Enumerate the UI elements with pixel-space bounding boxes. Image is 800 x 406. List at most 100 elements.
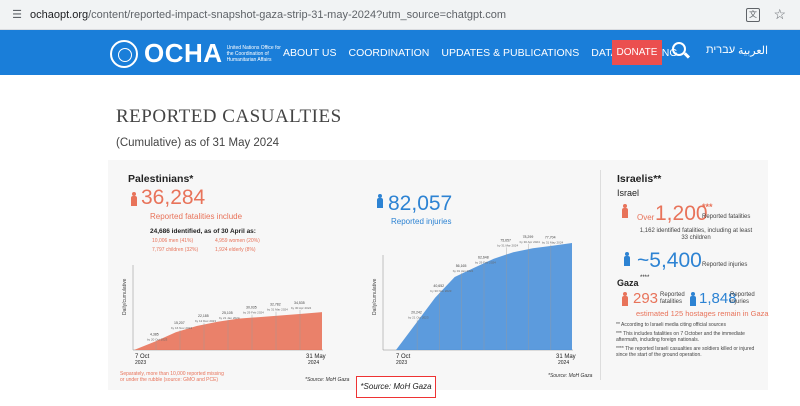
palestinian-fatalities-count: 36,284 — [141, 186, 206, 209]
annotation-value: 78,299 — [523, 235, 534, 239]
annotation-date: by 31 Mar 2024 — [267, 308, 288, 312]
annotation-value: 40,652 — [433, 284, 444, 288]
gaza-injured-icon — [689, 292, 697, 306]
injuries-x-start: 7 Oct — [396, 354, 411, 360]
annotation-date: by 01 Jan 2024 — [453, 269, 474, 273]
note-1: ** According to Israeli media citing off… — [616, 322, 726, 328]
injuries-source: *Source: MoH Gaza — [548, 373, 593, 379]
israelis-title: Israelis** — [617, 173, 662, 185]
over-label: Over — [637, 213, 655, 222]
url-text[interactable]: ochaopt.org/content/reported-impact-snap… — [30, 9, 506, 21]
fatalities-label: Reported fatalities include — [150, 212, 243, 221]
annotation-value: 62,648 — [478, 255, 489, 259]
annotation-value: 34,535 — [294, 301, 305, 305]
women-stat: 4,959 women (20%) — [215, 238, 260, 244]
ocha-logo[interactable]: OCHA United Nations Office for the Coord… — [110, 38, 287, 69]
infographic-panel — [108, 160, 768, 390]
fatality-person-icon — [130, 192, 138, 206]
israel-injuries-count: ~5,400 — [637, 249, 702, 272]
israel-fatality-icon — [621, 204, 629, 218]
injuries-label: Reported injuries — [391, 217, 452, 226]
injuries-x-start-year: 2023 — [396, 360, 407, 366]
annotation-value: 22,185 — [198, 314, 209, 318]
annotation-value: 30,035 — [246, 306, 257, 310]
children-stat: 7,797 children (32%) — [152, 247, 199, 253]
donate-button[interactable]: DONATE — [612, 40, 662, 65]
site-info-icon[interactable]: ☰ — [12, 8, 22, 21]
israel-injured-icon — [623, 252, 631, 266]
lang-hebrew[interactable]: עברית — [706, 44, 736, 56]
note-2: *** This includes fatalities on 7 Octobe… — [616, 331, 745, 343]
israel-fatalities-mark: *** — [702, 202, 713, 212]
annotation-value: 75,657 — [500, 238, 511, 242]
annotation-date: by 21 Oct 2023 — [408, 316, 429, 320]
annotation-date: by 31 Mar 2024 — [497, 243, 518, 247]
israel-fatalities-label: Reported fatalities — [702, 214, 751, 220]
gaza-injuries-label: Reported injuries — [730, 292, 755, 305]
annotation-value: 15,207 — [174, 321, 185, 325]
fatalities-x-end-year: 2024 — [308, 360, 319, 366]
annotation-value: 56,165 — [456, 264, 467, 268]
highlighted-source: *Source: MoH Gaza — [356, 376, 436, 398]
fatalities-x-end: 31 May — [306, 354, 326, 360]
logo-text: OCHA — [144, 38, 223, 68]
injuries-ylabel: Daily/cumulative — [372, 278, 378, 315]
annotation-value: 77,704 — [545, 236, 556, 240]
gaza-subtitle: Gaza — [617, 278, 639, 288]
annotation-value: 32,782 — [270, 303, 281, 307]
nav-data[interactable]: DATA — [591, 46, 618, 59]
lang-arabic[interactable]: العربية — [738, 45, 769, 57]
page-subtitle: (Cumulative) as of 31 May 2024 — [116, 137, 279, 149]
men-stat: 10,006 men (41%) — [152, 238, 194, 244]
nav-updates-publications[interactable]: UPDATES & PUBLICATIONS — [441, 46, 580, 59]
annotation-date: by 20 Oct 2023 — [147, 337, 168, 341]
missing-footnote: Separately, more than 10,000 reported mi… — [120, 371, 224, 383]
israel-injuries-label: Reported injuries — [702, 262, 748, 268]
un-emblem-icon — [110, 39, 138, 68]
gaza-fatalities-label: Reported fatalities — [660, 292, 685, 305]
annotation-date: by 30 Apr 2024 — [520, 240, 541, 244]
translate-icon[interactable]: 文 — [746, 8, 760, 22]
url-domain: ochaopt.org — [30, 8, 89, 21]
palestinians-title: Palestinians* — [128, 173, 194, 185]
annotation-date: by 29 Feb 2024 — [475, 260, 496, 264]
annotation-date: by 29 Feb 2024 — [243, 311, 264, 315]
fatalities-ylabel: Daily/cumulative — [122, 278, 128, 315]
annotation-date: by 21 Jan 2024 — [219, 316, 240, 320]
browser-address-bar[interactable]: ☰ ochaopt.org/content/reported-impact-sn… — [0, 0, 800, 30]
hostages-label: estimated 125 hostages remain in Gaza — [636, 309, 769, 318]
url-path: /content/reported-impact-snapshot-gaza-s… — [88, 8, 507, 21]
gaza-fatality-icon — [621, 292, 629, 306]
gaza-injuries-count: 1,848 — [699, 290, 737, 307]
annotation-date: by 16 Nov 2023 — [171, 326, 192, 330]
bookmark-star-icon[interactable]: ☆ — [773, 6, 786, 22]
page-title: REPORTED CASUALTIES — [116, 106, 342, 127]
israel-subtitle: Israel — [617, 188, 640, 198]
gaza-mark: **** — [640, 275, 650, 281]
nav-about-us[interactable]: ABOUT US — [283, 46, 337, 59]
identified-label: 24,686 identified, as of 30 April as: — [150, 228, 256, 235]
annotation-date: by 31 May 2024 — [542, 241, 564, 245]
annotation-value: 4,385 — [150, 332, 159, 336]
annotation-value: 20,242 — [411, 311, 422, 315]
fatalities-x-start: 7 Oct — [135, 354, 150, 360]
gaza-fatalities-count: 293 — [633, 290, 659, 307]
annotation-date: by 12 Dec 2023 — [195, 319, 216, 323]
search-icon[interactable] — [672, 42, 686, 56]
annotation-date: by 30 Apr 2024 — [291, 306, 312, 310]
fatalities-x-start-year: 2023 — [135, 360, 146, 366]
israel-identified: 1,162 identified fatalities, including a… — [639, 228, 753, 241]
injuries-count: 82,057 — [388, 192, 453, 215]
logo-tagline: United Nations Office for the Coordinati… — [226, 44, 281, 63]
injuries-x-end-year: 2024 — [558, 360, 569, 366]
site-header: OCHA United Nations Office for the Coord… — [0, 30, 800, 75]
section-divider — [600, 170, 601, 380]
injured-person-icon — [376, 194, 384, 208]
palestinians-source: *Source: MoH Gaza — [305, 377, 350, 383]
nav-coordination[interactable]: COORDINATION — [348, 46, 430, 59]
injuries-x-end: 31 May — [556, 354, 576, 360]
